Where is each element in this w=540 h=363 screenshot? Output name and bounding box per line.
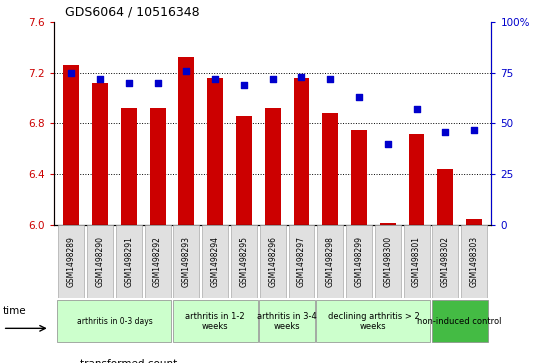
Text: GSM1498293: GSM1498293 — [182, 236, 191, 287]
Bar — [409, 134, 424, 225]
Bar — [433, 225, 458, 298]
Text: non-induced control: non-induced control — [417, 317, 502, 326]
Bar — [207, 78, 223, 225]
Point — [326, 76, 335, 82]
Bar — [351, 130, 367, 225]
Bar — [375, 225, 401, 298]
Text: GSM1498300: GSM1498300 — [383, 236, 392, 287]
Bar — [288, 225, 314, 298]
Point — [96, 76, 104, 82]
Point — [240, 82, 248, 88]
Bar — [346, 225, 372, 298]
Bar — [202, 225, 228, 298]
Text: time: time — [3, 306, 26, 316]
Bar — [461, 225, 487, 298]
Text: GSM1498295: GSM1498295 — [239, 236, 248, 287]
Bar — [173, 225, 199, 298]
Bar — [58, 225, 84, 298]
Text: GSM1498291: GSM1498291 — [124, 236, 133, 287]
Bar — [178, 57, 194, 225]
Bar — [121, 108, 137, 225]
Text: GSM1498302: GSM1498302 — [441, 236, 450, 287]
Bar — [437, 169, 453, 225]
Point — [383, 141, 392, 147]
Bar — [466, 219, 482, 225]
Text: arthritis in 0-3 days: arthritis in 0-3 days — [77, 317, 152, 326]
Point — [153, 80, 162, 86]
Bar — [173, 300, 258, 343]
Bar — [259, 300, 315, 343]
Point — [355, 94, 363, 100]
Bar — [92, 83, 108, 225]
Text: GSM1498298: GSM1498298 — [326, 236, 335, 287]
Text: GDS6064 / 10516348: GDS6064 / 10516348 — [65, 5, 199, 18]
Text: GSM1498290: GSM1498290 — [96, 236, 105, 287]
Text: arthritis in 3-4
weeks: arthritis in 3-4 weeks — [257, 311, 317, 331]
Point — [441, 129, 450, 134]
Bar — [318, 225, 343, 298]
Text: GSM1498296: GSM1498296 — [268, 236, 277, 287]
Bar — [116, 225, 142, 298]
Bar — [316, 300, 430, 343]
Text: GSM1498297: GSM1498297 — [297, 236, 306, 287]
Bar — [231, 225, 257, 298]
Bar — [431, 300, 488, 343]
Point — [470, 127, 478, 132]
Point — [182, 68, 191, 73]
Text: transformed count: transformed count — [80, 359, 178, 363]
Point — [268, 76, 277, 82]
Bar — [265, 108, 281, 225]
Bar — [403, 225, 429, 298]
Point — [211, 76, 219, 82]
Bar — [236, 116, 252, 225]
Bar — [322, 113, 338, 225]
Point — [297, 74, 306, 79]
Point — [412, 106, 421, 112]
Text: GSM1498303: GSM1498303 — [470, 236, 478, 287]
Bar — [87, 225, 113, 298]
Text: GSM1498294: GSM1498294 — [211, 236, 220, 287]
Point — [67, 70, 76, 76]
Text: GSM1498301: GSM1498301 — [412, 236, 421, 287]
Bar — [57, 300, 171, 343]
Bar — [63, 65, 79, 225]
Text: arthritis in 1-2
weeks: arthritis in 1-2 weeks — [185, 311, 245, 331]
Text: declining arthritis > 2
weeks: declining arthritis > 2 weeks — [328, 311, 419, 331]
Bar — [380, 223, 396, 225]
Point — [125, 80, 133, 86]
Bar — [294, 78, 309, 225]
Text: GSM1498292: GSM1498292 — [153, 236, 162, 287]
Text: GSM1498299: GSM1498299 — [355, 236, 363, 287]
Bar — [145, 225, 171, 298]
Bar — [260, 225, 286, 298]
Text: GSM1498289: GSM1498289 — [67, 236, 76, 287]
Bar — [150, 108, 165, 225]
